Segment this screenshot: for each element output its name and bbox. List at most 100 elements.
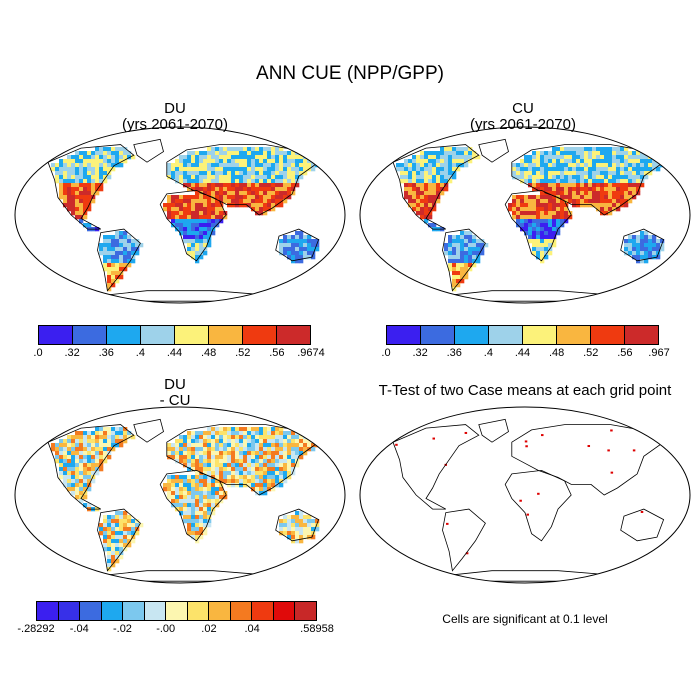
map-cu-panel-border [359, 126, 691, 304]
map-ttest-panel-land [392, 418, 665, 582]
coastline-eurasia [166, 144, 320, 216]
colorbar-tick-label: .48 [548, 347, 565, 359]
coastline-greenland [478, 138, 509, 163]
map-du-panel-land [47, 138, 320, 302]
colorbar-swatch [166, 602, 188, 620]
map-cu-panel [359, 126, 691, 304]
coastline-eurasia [166, 424, 320, 496]
colorbar-tick-label: .44 [166, 347, 183, 359]
colorbar-swatch [58, 602, 81, 620]
panel-title-diff-line1: DU [164, 376, 186, 393]
colorbar-swatch [455, 326, 489, 344]
panel-title-diff-line2: - CU [159, 392, 191, 409]
map-diff-panel-land [47, 418, 320, 582]
colorbar-tick-label: -.02 [112, 623, 132, 635]
coastline-antarctica [425, 570, 625, 582]
map-diff-panel-border [14, 406, 346, 584]
coastline-south-america [442, 228, 486, 292]
coastline-antarctica [80, 570, 280, 582]
panel-title-ttest: T-Test of two Case means at each grid po… [378, 382, 672, 399]
colorbar-swatch [557, 326, 591, 344]
colorbar-swatch [273, 602, 296, 620]
colorbar-tick-label: .52 [583, 347, 599, 359]
coastline-antarctica [425, 290, 625, 302]
significance-note: Cells are significant at 0.1 level [442, 612, 608, 626]
colorbar-swatch [277, 326, 310, 344]
colorbar-diff [36, 601, 317, 621]
colorbar-swatch [175, 326, 209, 344]
colorbar-swatch [80, 602, 102, 620]
colorbar-swatch [387, 326, 421, 344]
colorbar-tick-label: -.04 [69, 623, 89, 635]
colorbar-tick-label: -.00 [156, 623, 176, 635]
colorbar-swatch [591, 326, 625, 344]
colorbar-swatch [144, 602, 167, 620]
colorbar-swatch [230, 602, 253, 620]
colorbar-tick-label: .02 [201, 623, 217, 635]
coastline-south-america [97, 228, 141, 292]
panel-title-diff: DU - CU [85, 377, 265, 409]
coastline-eurasia [511, 424, 665, 496]
coastline-australia [620, 228, 665, 262]
coastline-australia [275, 508, 320, 542]
coastline-south-america [97, 508, 141, 572]
colorbar-swatch [209, 602, 231, 620]
coastline-north-america [392, 424, 480, 510]
colorbar-tick-label: .52 [235, 347, 251, 359]
colorbar-tick-label: .32 [412, 347, 428, 359]
colorbar-tick-label: .36 [446, 347, 462, 359]
panel-title-cu-line1: CU [512, 100, 534, 117]
coastline-australia [275, 228, 320, 262]
coastline-north-america [47, 144, 135, 230]
colorbar-swatch [252, 602, 274, 620]
colorbar-swatch [209, 326, 243, 344]
coastline-north-america [392, 144, 480, 230]
coastline-greenland [133, 418, 164, 443]
colorbar-swatch [39, 326, 73, 344]
colorbar-tick-label: .44 [514, 347, 531, 359]
coastline-antarctica [80, 290, 280, 302]
coastline-eurasia [511, 144, 665, 216]
colorbar-swatch [421, 326, 455, 344]
colorbar-tick-label: -.28292 [17, 623, 55, 635]
colorbar-cu [386, 325, 659, 345]
colorbar-tick-label: .48 [200, 347, 217, 359]
colorbar-tick-label: .36 [98, 347, 114, 359]
colorbar-swatch [523, 326, 557, 344]
colorbar-swatch [107, 326, 141, 344]
colorbar-swatch [489, 326, 523, 344]
colorbar-swatch [37, 602, 59, 620]
colorbar-tick-label: .9674 [297, 347, 325, 359]
coastline-south-america [442, 508, 486, 572]
coastline-north-america [47, 424, 135, 510]
colorbar-swatch [625, 326, 658, 344]
map-du-panel-border [14, 126, 346, 304]
map-du-panel [14, 126, 346, 304]
coastline-greenland [478, 418, 509, 443]
coastline-australia [620, 508, 665, 542]
map-cu-panel-land [392, 138, 665, 302]
colorbar-swatch [73, 326, 107, 344]
coastline-africa [159, 189, 227, 262]
map-diff-panel [14, 406, 346, 584]
panel-title-du-line1: DU [164, 100, 186, 117]
coastline-greenland [133, 138, 164, 163]
colorbar-du [38, 325, 311, 345]
colorbar-swatch [141, 326, 175, 344]
colorbar-tick-label: .32 [64, 347, 80, 359]
colorbar-swatch [243, 326, 277, 344]
colorbar-tick-label: .4 [483, 347, 493, 359]
map-ttest-panel-border [359, 406, 691, 584]
colorbar-swatch [101, 602, 124, 620]
coastline-africa [504, 189, 572, 262]
colorbar-tick-label: .967 [648, 347, 670, 359]
colorbar-swatch [187, 602, 210, 620]
colorbar-tick-label: .0 [33, 347, 43, 359]
colorbar-tick-label: .56 [617, 347, 633, 359]
colorbar-tick-label: .4 [135, 347, 145, 359]
colorbar-tick-label: .56 [269, 347, 285, 359]
colorbar-tick-label: .0 [381, 347, 391, 359]
coastline-africa [159, 469, 227, 542]
figure-title: ANN CUE (NPP/GPP) [256, 63, 444, 84]
